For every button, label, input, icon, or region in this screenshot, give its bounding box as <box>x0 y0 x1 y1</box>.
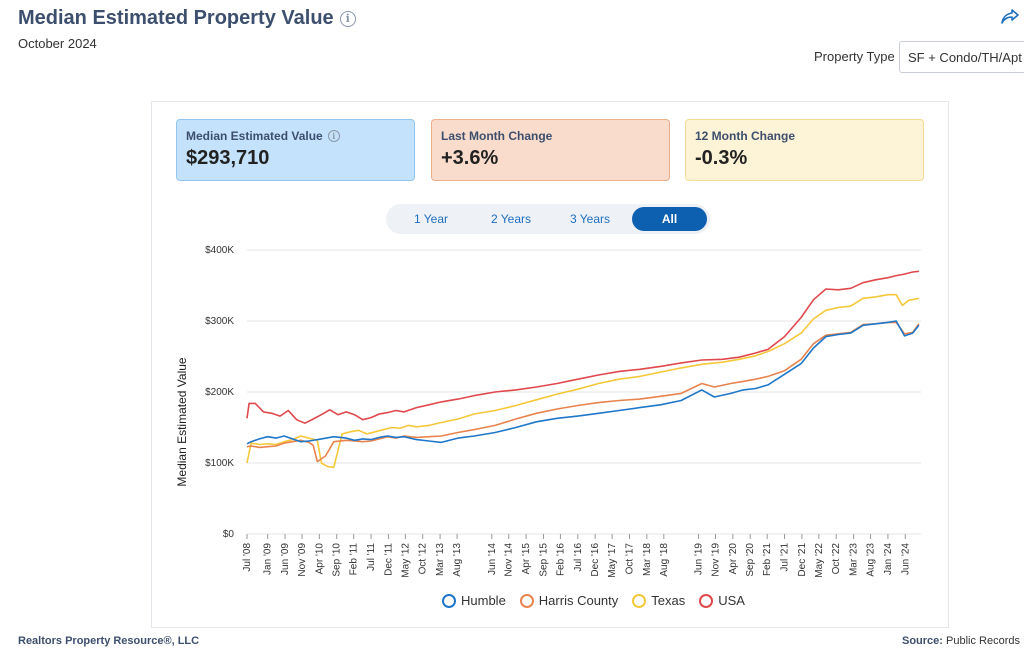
x-tick-label: Jul '16 <box>573 543 584 572</box>
info-icon[interactable]: i <box>339 10 356 27</box>
stat-12-month-change-label: 12 Month Change <box>695 129 796 143</box>
x-tick-label: Dec '11 <box>383 543 394 576</box>
legend-marker-humble <box>442 593 456 608</box>
legend-marker-texas <box>632 593 647 608</box>
y-tick-label: $0 <box>223 529 235 540</box>
x-tick-label: Apr '20 <box>728 543 739 575</box>
time-range-selector: 1 Year 2 Years 3 Years All <box>386 204 710 234</box>
footer-source-label: Source: <box>901 635 943 647</box>
x-tick-label: Apr '10 <box>314 543 325 575</box>
y-tick-label: $100K <box>205 458 234 469</box>
x-tick-label: Jan '24 <box>883 543 894 575</box>
property-type-select[interactable]: SF + Condo/TH/Apt <box>899 41 1024 73</box>
range-3-years-button[interactable]: 3 Years <box>554 207 626 231</box>
x-tick-label: Mar '23 <box>849 543 860 576</box>
x-tick-label: May '12 <box>400 543 411 578</box>
stat-median-value: Median Estimated Value i $293,710 <box>176 119 415 181</box>
x-tick-label: Nov '14 <box>504 543 515 577</box>
stat-last-month-change-value: +3.6% <box>441 147 499 169</box>
x-tick-label: Sep '15 <box>538 543 549 577</box>
series-line-usa <box>246 270 919 425</box>
x-tick-label: May '17 <box>607 543 618 578</box>
x-tick-label: Oct '22 <box>831 543 842 575</box>
chart-panel: Median Estimated Value i $293,710 Last M… <box>151 101 949 628</box>
range-all-button[interactable]: All <box>632 207 707 231</box>
footer-attribution: Realtors Property Resource®, LLC <box>18 635 200 647</box>
x-tick-label: Jun '19 <box>694 543 705 575</box>
x-tick-label: Sep '20 <box>745 543 756 577</box>
legend-label-harris-county: Harris County <box>538 593 619 608</box>
legend-label-humble: Humble <box>461 593 506 608</box>
x-tick-label: Mar '18 <box>642 543 653 576</box>
y-axis-label: Median Estimated Value <box>175 357 189 487</box>
page-title-text: Median Estimated Property Value <box>18 7 334 29</box>
share-icon[interactable] <box>1000 8 1020 26</box>
page-subtitle: October 2024 <box>18 36 97 51</box>
legend-item-harris-county[interactable]: Harris County <box>519 593 619 608</box>
x-tick-label: Jun '24 <box>900 543 911 575</box>
stat-12-month-change-value: -0.3% <box>695 147 748 169</box>
x-tick-label: Nov '19 <box>710 543 721 577</box>
range-2-years-button[interactable]: 2 Years <box>476 207 546 231</box>
x-tick-label: Jun '09 <box>280 543 291 575</box>
y-tick-label: $300K <box>205 316 234 327</box>
x-tick-label: Dec '21 <box>797 543 808 577</box>
x-tick-label: Oct '17 <box>624 543 635 575</box>
x-tick-label: Aug '18 <box>659 543 670 577</box>
legend-item-usa[interactable]: USA <box>699 593 745 608</box>
line-chart: $0 $100K $200K $300K $400K Jul '08 Jan '09 Jun … <box>175 245 921 578</box>
series-line-humble <box>246 320 920 445</box>
stat-last-month-change-label: Last Month Change <box>441 129 553 143</box>
legend-marker-harris-county <box>519 593 534 608</box>
legend-label-texas: Texas <box>651 593 686 608</box>
stat-median-value-value: $293,710 <box>186 147 270 169</box>
x-tick-label: Jan '09 <box>263 543 274 575</box>
x-tick-label: Jul '11 <box>366 543 377 571</box>
x-tick-label: May '22 <box>814 543 825 578</box>
x-tick-label: Aug '13 <box>452 543 463 577</box>
footer-source: Source: Public Records <box>902 635 1020 647</box>
y-tick-label: $400K <box>205 245 234 256</box>
legend-item-humble[interactable]: Humble <box>442 593 506 608</box>
page-title: Median Estimated Property Value i <box>18 7 356 30</box>
stat-median-value-label: Median Estimated Value <box>186 129 323 143</box>
legend-item-texas[interactable]: Texas <box>632 593 685 608</box>
y-tick-label: $200K <box>205 387 234 398</box>
legend-label-usa: USA <box>718 593 745 608</box>
x-tick-label: Feb '16 <box>555 543 566 576</box>
x-tick-label: Nov '09 <box>297 543 308 577</box>
x-tick-label: Dec '16 <box>590 543 601 577</box>
x-tick-label: Feb '11 <box>349 543 360 576</box>
stat-12-month-change: 12 Month Change -0.3% <box>685 119 924 181</box>
x-tick-label: Oct '12 <box>418 543 429 575</box>
x-tick-label: Jul '08 <box>242 543 253 572</box>
property-type-label: Property Type <box>814 49 895 64</box>
x-tick-label: Aug '23 <box>866 543 877 577</box>
footer-source-value: Public Records <box>946 635 1020 647</box>
info-icon[interactable]: i <box>327 130 340 142</box>
stat-median-value-label-row: Median Estimated Value i <box>186 129 405 143</box>
x-tick-label: Jul '21 <box>780 543 791 572</box>
x-tick-label: Mar '13 <box>435 543 446 576</box>
legend-marker-usa <box>699 593 714 608</box>
range-1-year-button[interactable]: 1 Year <box>400 207 462 231</box>
x-tick-label: Jun '14 <box>487 543 498 575</box>
series-line-harris-county <box>246 321 920 463</box>
x-tick-label: Sep '10 <box>332 543 343 577</box>
x-tick-label: Apr '15 <box>521 543 532 575</box>
chart-legend: Humble Harris County Texas USA <box>442 593 745 608</box>
x-tick-label: Feb '21 <box>762 543 773 576</box>
stat-last-month-change: Last Month Change +3.6% <box>431 119 670 181</box>
